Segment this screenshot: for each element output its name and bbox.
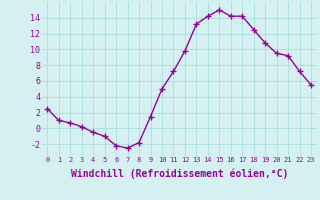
X-axis label: Windchill (Refroidissement éolien,°C): Windchill (Refroidissement éolien,°C) [70, 169, 288, 179]
